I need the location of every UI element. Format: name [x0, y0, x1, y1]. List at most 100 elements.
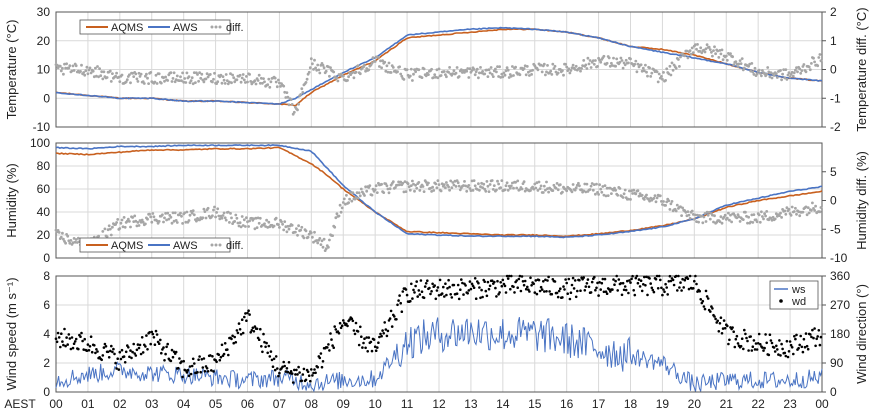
data-point-wd: [601, 277, 605, 281]
data-point-wd: [326, 346, 329, 349]
data-point-wd: [810, 335, 813, 339]
y2-axis-label: Humidity diff. (%): [854, 151, 869, 250]
data-point-wd: [736, 342, 740, 345]
legend-swatch: [218, 25, 222, 29]
data-point-wd: [87, 349, 91, 352]
data-point-wd: [188, 365, 192, 368]
data-point-diff: [514, 180, 517, 184]
data-point-diff: [329, 66, 332, 69]
data-point-wd: [778, 339, 781, 342]
data-point-diff: [378, 65, 381, 68]
data-point-diff: [466, 67, 470, 70]
data-point-diff: [166, 211, 170, 215]
data-point-diff: [220, 216, 224, 220]
data-point-wd: [694, 274, 697, 278]
data-point-diff: [72, 69, 76, 72]
data-point-diff: [469, 189, 473, 193]
data-point-wd: [567, 277, 571, 281]
data-point-diff: [137, 224, 141, 227]
y-tick-label: 10: [37, 63, 51, 77]
data-point-wd: [576, 289, 579, 293]
data-point-diff: [244, 225, 247, 228]
data-point-diff: [708, 217, 712, 221]
data-point-diff: [433, 73, 437, 76]
data-point-diff: [173, 80, 177, 84]
data-point-diff: [299, 228, 303, 232]
data-point-diff: [500, 72, 504, 76]
x-tick-label: 11: [401, 397, 414, 411]
data-point-wd: [638, 285, 642, 288]
data-point-wd: [495, 295, 498, 298]
data-point-diff: [669, 73, 673, 77]
data-point-diff: [398, 65, 401, 69]
data-point-diff: [409, 184, 413, 188]
data-point-wd: [762, 349, 765, 352]
data-point-wd: [534, 279, 538, 282]
data-point-wd: [547, 275, 550, 279]
x-tick-label: 15: [528, 397, 542, 411]
data-point-diff: [121, 225, 125, 229]
data-point-diff: [522, 67, 526, 70]
data-point-wd: [705, 295, 709, 298]
data-point-diff: [472, 179, 476, 183]
data-point-wd: [109, 349, 112, 353]
data-point-diff: [645, 193, 648, 197]
data-point-wd: [537, 278, 541, 282]
data-point-diff: [660, 75, 663, 78]
data-point-diff: [618, 187, 622, 190]
data-point-diff: [585, 67, 589, 70]
data-point-diff: [202, 207, 206, 211]
data-point-diff: [589, 184, 593, 188]
data-point-wd: [155, 333, 159, 336]
data-point-wd: [311, 374, 314, 377]
data-point-diff: [385, 184, 389, 188]
x-tick-label: 12: [432, 397, 446, 411]
data-point-wd: [118, 350, 122, 354]
data-point-wd: [309, 379, 312, 383]
data-point-diff: [321, 245, 325, 249]
data-point-wd: [681, 277, 684, 281]
data-point-diff: [574, 186, 578, 190]
data-point-diff: [373, 60, 377, 63]
data-point-diff: [552, 183, 556, 187]
data-point-diff: [516, 179, 520, 183]
data-point-wd: [61, 340, 64, 343]
data-point-diff: [588, 188, 592, 191]
data-point-diff: [203, 210, 207, 214]
data-point-diff: [484, 189, 488, 193]
data-point-wd: [798, 343, 801, 347]
data-point-wd: [613, 283, 616, 287]
data-point-wd: [259, 327, 262, 331]
data-point-wd: [193, 362, 196, 365]
data-point-wd: [357, 343, 361, 347]
data-point-diff: [506, 188, 510, 192]
data-point-diff: [792, 71, 796, 75]
y-tick-label: 8: [43, 269, 50, 283]
data-point-wd: [159, 338, 162, 342]
data-point-diff: [649, 75, 653, 78]
data-point-diff: [178, 79, 181, 82]
data-point-diff: [374, 184, 378, 188]
data-point-wd: [619, 282, 623, 285]
data-point-diff: [328, 74, 331, 78]
data-point-diff: [725, 58, 729, 62]
legend-swatch: [210, 25, 214, 29]
data-point-diff: [639, 63, 643, 67]
data-point-diff: [105, 76, 109, 79]
data-point-diff: [304, 81, 308, 84]
data-point-diff: [742, 66, 746, 70]
data-point-wd: [505, 274, 509, 278]
data-point-wd: [655, 274, 659, 278]
data-point-wd: [817, 329, 821, 332]
data-point-wd: [699, 298, 702, 301]
data-point-diff: [285, 91, 289, 94]
data-point-diff: [69, 239, 73, 242]
data-point-wd: [289, 370, 293, 373]
data-point-diff: [339, 210, 343, 214]
data-point-diff: [782, 68, 786, 71]
data-point-diff: [667, 199, 671, 203]
data-point-wd: [753, 348, 757, 351]
data-point-diff: [147, 82, 151, 85]
data-point-diff: [331, 234, 334, 238]
data-point-diff: [318, 237, 322, 240]
